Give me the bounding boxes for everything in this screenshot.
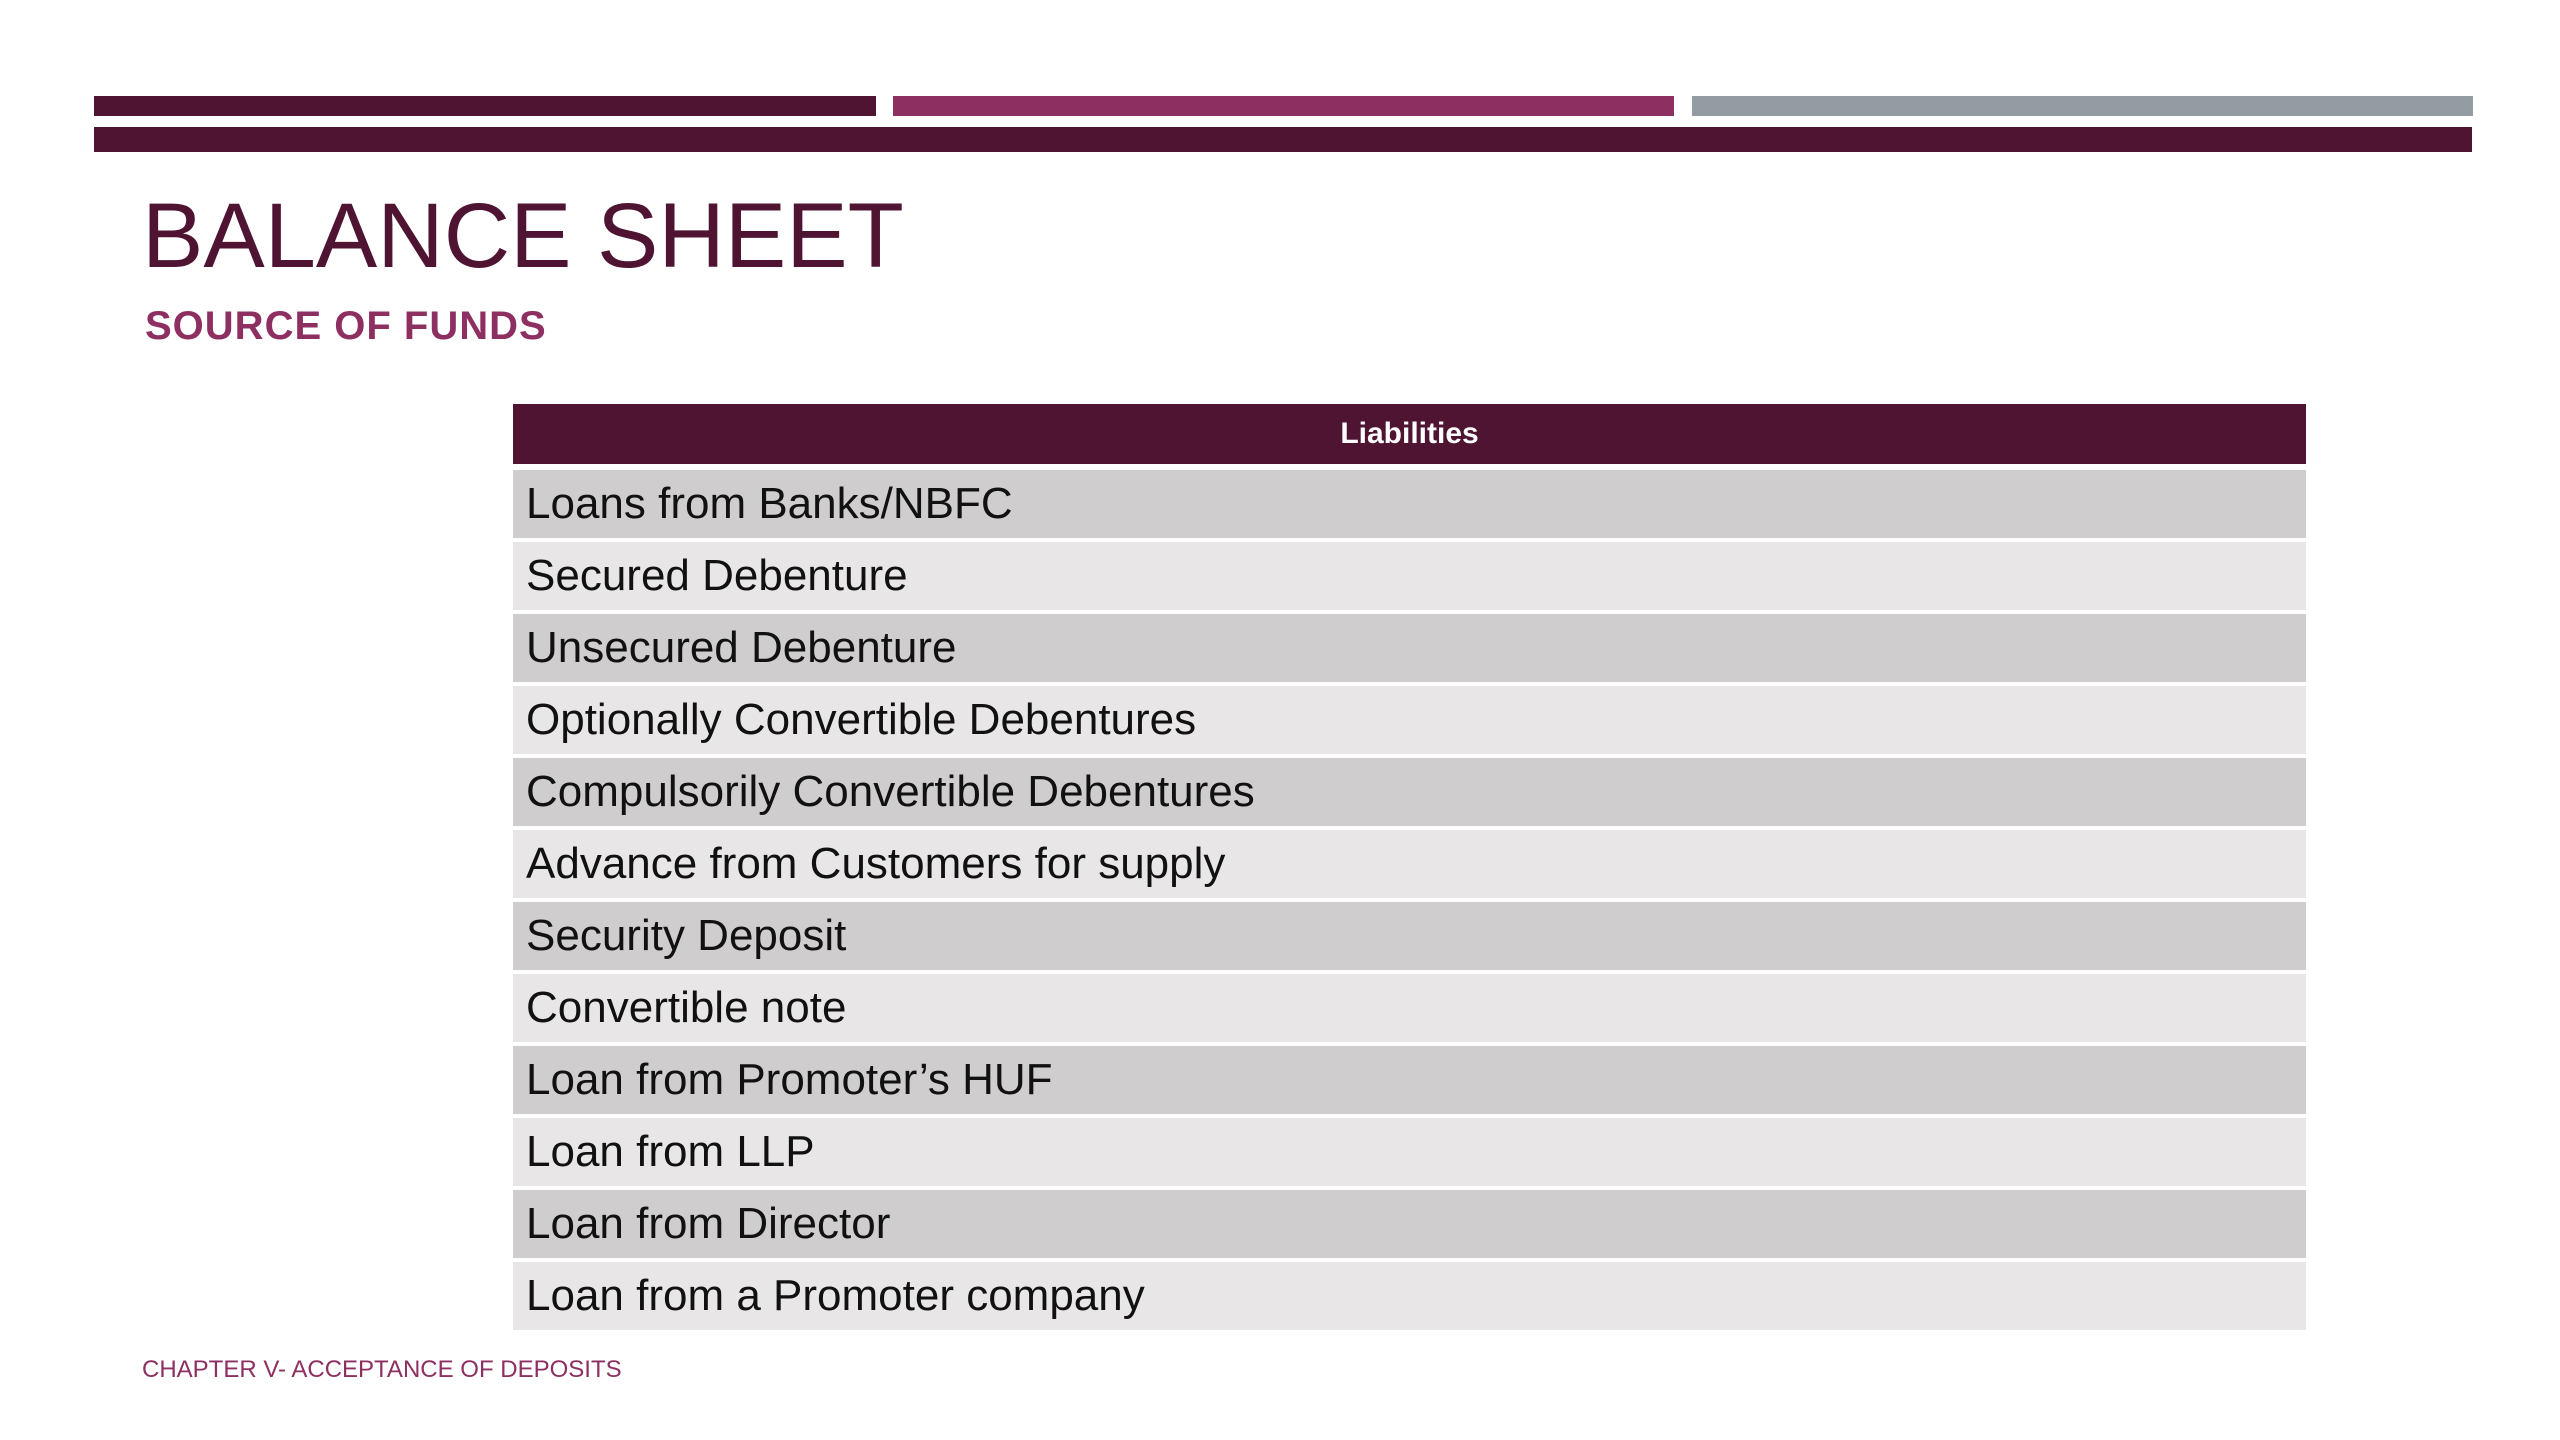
table-header-row: Liabilities <box>513 404 2306 470</box>
table-cell: Loan from a Promoter company <box>513 1260 2306 1334</box>
decorative-bar-accent <box>893 96 1674 116</box>
table-row: Loan from LLP <box>513 1116 2306 1190</box>
table-row: Loans from Banks/NBFC <box>513 467 2306 542</box>
decorative-bar-gray <box>1692 96 2473 116</box>
table-cell: Convertible note <box>513 972 2306 1046</box>
table-cell: Loan from Director <box>513 1188 2306 1262</box>
slide-title: BALANCE SHEET <box>142 185 904 287</box>
table-cell: Unsecured Debenture <box>513 612 2306 686</box>
table-row: Convertible note <box>513 972 2306 1046</box>
table-cell: Loan from LLP <box>513 1116 2306 1190</box>
decorative-bar-dark <box>94 96 876 116</box>
table-row: Secured Debenture <box>513 540 2306 614</box>
liabilities-table: Liabilities Loans from Banks/NBFC Secure… <box>513 404 2306 1334</box>
slide-footer: CHAPTER V- ACCEPTANCE OF DEPOSITS <box>142 1356 622 1383</box>
table-row: Advance from Customers for supply <box>513 828 2306 902</box>
table-cell: Loan from Promoter’s HUF <box>513 1044 2306 1118</box>
table-cell: Advance from Customers for supply <box>513 828 2306 902</box>
table-row: Unsecured Debenture <box>513 612 2306 686</box>
table-row: Loan from Director <box>513 1188 2306 1262</box>
decorative-bar-long <box>94 127 2472 152</box>
table-row: Loan from a Promoter company <box>513 1260 2306 1334</box>
table-row: Security Deposit <box>513 900 2306 974</box>
slide-subtitle: SOURCE OF FUNDS <box>145 304 547 348</box>
table-cell: Loans from Banks/NBFC <box>513 467 2306 542</box>
table-cell: Optionally Convertible Debentures <box>513 684 2306 758</box>
table-cell: Compulsorily Convertible Debentures <box>513 756 2306 830</box>
table-header-liabilities: Liabilities <box>513 404 2306 470</box>
table-row: Compulsorily Convertible Debentures <box>513 756 2306 830</box>
table-cell: Security Deposit <box>513 900 2306 974</box>
table-cell: Secured Debenture <box>513 540 2306 614</box>
table-row: Optionally Convertible Debentures <box>513 684 2306 758</box>
table-row: Loan from Promoter’s HUF <box>513 1044 2306 1118</box>
